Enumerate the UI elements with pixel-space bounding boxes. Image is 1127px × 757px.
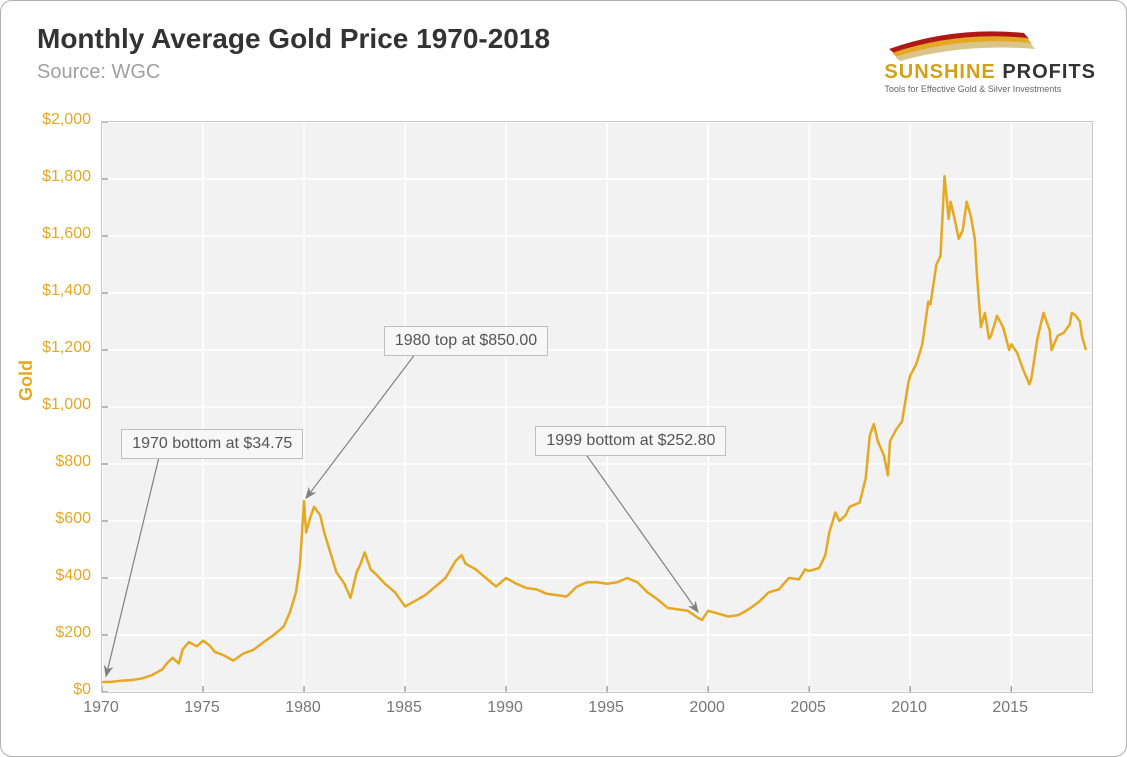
- y-tick-label: $800: [11, 453, 91, 471]
- logo-text-sub: Tools for Effective Gold & Silver Invest…: [884, 84, 1096, 94]
- y-tick-label: $1,000: [11, 396, 91, 414]
- x-tick-label: 2015: [992, 699, 1028, 717]
- y-tick-label: $1,800: [11, 168, 91, 186]
- x-tick-label: 1970: [83, 699, 119, 717]
- logo-text-main: SUNSHINE PROFITS: [884, 61, 1096, 84]
- x-tick-label: 1975: [184, 699, 220, 717]
- x-tick-label: 2010: [891, 699, 927, 717]
- annotation-box: 1999 bottom at $252.80: [535, 426, 726, 456]
- annotation-box: 1970 bottom at $34.75: [121, 429, 303, 459]
- y-axis-label: Gold: [16, 360, 37, 401]
- x-tick-label: 2005: [790, 699, 826, 717]
- chart-svg: [102, 122, 1092, 692]
- logo-swoosh-icon: [884, 21, 1044, 61]
- x-tick-label: 1980: [285, 699, 321, 717]
- y-tick-label: $2,000: [11, 111, 91, 129]
- y-tick-label: $1,200: [11, 339, 91, 357]
- y-tick-label: $1,400: [11, 282, 91, 300]
- plot-area: [101, 121, 1093, 693]
- y-tick-label: $0: [11, 681, 91, 699]
- logo: SUNSHINE PROFITS Tools for Effective Gol…: [884, 21, 1096, 94]
- chart-source: Source: WGC: [37, 61, 160, 84]
- x-tick-label: 2000: [689, 699, 725, 717]
- annotation-box: 1980 top at $850.00: [384, 326, 548, 356]
- y-tick-label: $600: [11, 510, 91, 528]
- chart-container: Monthly Average Gold Price 1970-2018 Sou…: [0, 0, 1127, 757]
- x-tick-label: 1995: [588, 699, 624, 717]
- chart-title: Monthly Average Gold Price 1970-2018: [37, 23, 550, 55]
- y-tick-label: $400: [11, 567, 91, 585]
- y-tick-label: $200: [11, 624, 91, 642]
- y-tick-label: $1,600: [11, 225, 91, 243]
- x-tick-label: 1990: [487, 699, 523, 717]
- x-tick-label: 1985: [386, 699, 422, 717]
